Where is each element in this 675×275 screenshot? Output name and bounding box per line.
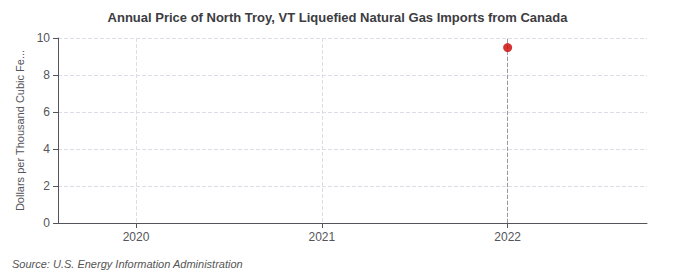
svg-text:2: 2	[43, 179, 50, 193]
svg-text:6: 6	[43, 105, 50, 119]
svg-text:8: 8	[43, 68, 50, 82]
svg-text:2022: 2022	[494, 230, 521, 244]
svg-text:4: 4	[43, 142, 50, 156]
svg-text:Dollars per Thousand Cubic Fe.: Dollars per Thousand Cubic Fe...	[14, 50, 26, 211]
svg-text:2020: 2020	[123, 230, 150, 244]
svg-text:0: 0	[43, 216, 50, 230]
svg-text:Source: U.S. Energy Informatio: Source: U.S. Energy Information Administ…	[12, 258, 243, 270]
svg-text:2021: 2021	[308, 230, 335, 244]
svg-text:10: 10	[37, 31, 51, 45]
svg-text:Annual Price of North Troy, VT: Annual Price of North Troy, VT Liquefied…	[108, 10, 569, 25]
